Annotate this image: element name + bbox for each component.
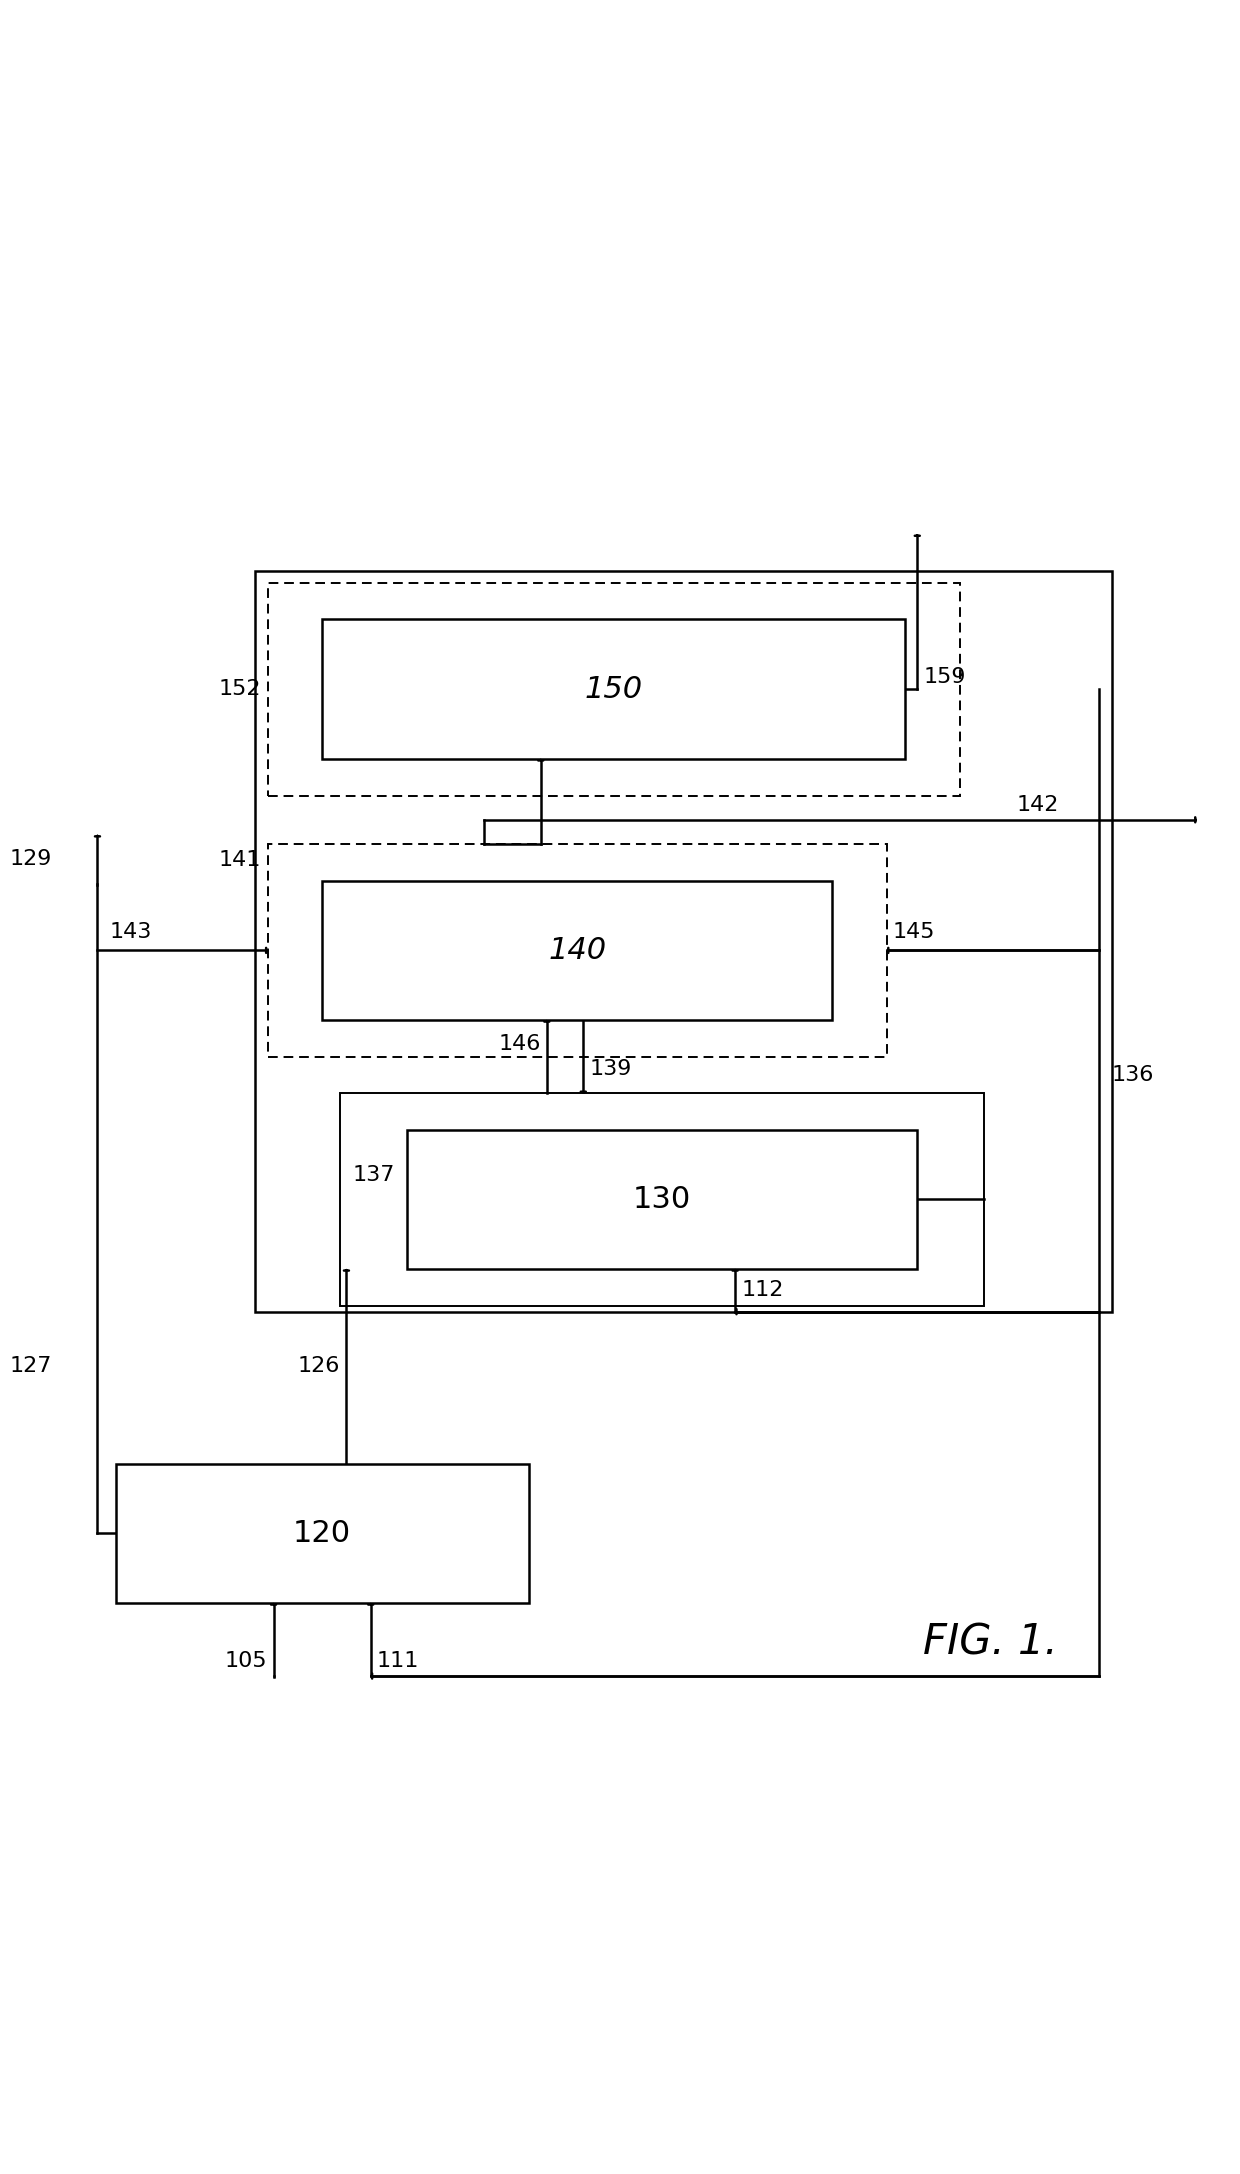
Text: 140: 140	[548, 935, 606, 965]
Text: 129: 129	[10, 850, 52, 870]
Bar	[340, 1094, 985, 1307]
Bar	[322, 880, 832, 1020]
Text: 143: 143	[109, 922, 153, 941]
Text: 111: 111	[377, 1652, 419, 1672]
Text: 137: 137	[352, 1165, 396, 1185]
Text: 136: 136	[1111, 1065, 1154, 1085]
Text: 105: 105	[224, 1652, 268, 1672]
Text: 145: 145	[893, 922, 935, 941]
Bar	[268, 844, 887, 1057]
Text: 130: 130	[634, 1185, 692, 1213]
Text: 126: 126	[298, 1357, 340, 1376]
Text: 127: 127	[10, 1357, 52, 1376]
Text: 150: 150	[584, 674, 642, 704]
Bar	[255, 572, 1111, 1311]
Text: 139: 139	[589, 1059, 631, 1078]
Text: 120: 120	[293, 1520, 351, 1548]
Text: 141: 141	[219, 850, 262, 870]
Bar	[268, 583, 960, 796]
Bar	[115, 1463, 528, 1602]
Bar	[407, 1130, 918, 1270]
Text: FIG. 1.: FIG. 1.	[923, 1622, 1058, 1663]
Text: 152: 152	[219, 678, 262, 700]
Text: 112: 112	[742, 1280, 784, 1300]
Text: 142: 142	[1017, 796, 1059, 815]
Text: 146: 146	[498, 1035, 541, 1054]
Text: 159: 159	[924, 667, 966, 687]
Bar	[322, 620, 905, 759]
